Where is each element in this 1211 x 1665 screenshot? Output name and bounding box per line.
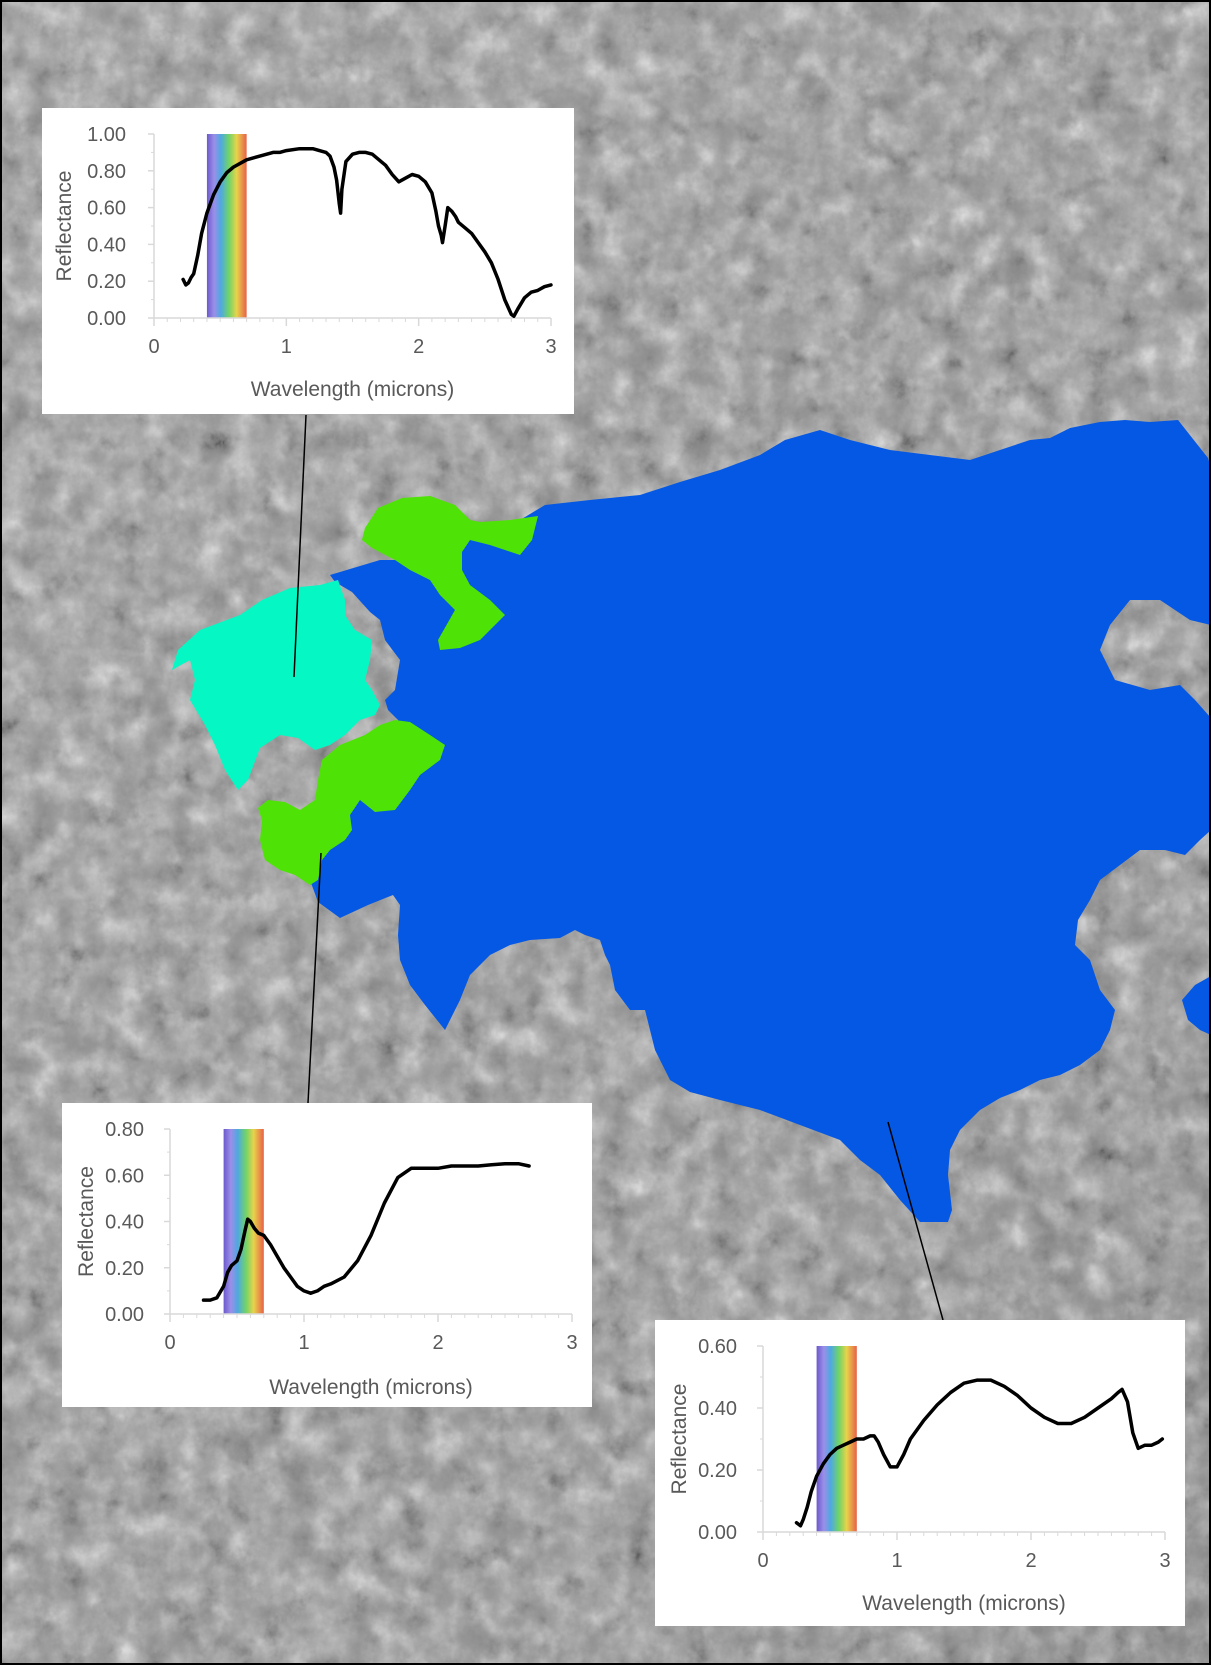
leader-line-middle: [307, 852, 322, 1104]
leader-line-top: [293, 414, 307, 678]
x-tick-label: 2: [1025, 1550, 1036, 1572]
y-tick-label: 0.60: [87, 198, 126, 220]
y-tick-label: 0.00: [698, 1522, 737, 1544]
leader-line-bottom: [887, 1121, 944, 1321]
y-tick-label: 0.80: [87, 161, 126, 183]
x-tick-label: 1: [891, 1550, 902, 1572]
x-tick-label: 0: [148, 336, 159, 358]
x-tick-label: 2: [413, 336, 424, 358]
y-tick-label: 1.00: [87, 124, 126, 146]
x-tick-label: 3: [566, 1332, 577, 1354]
x-tick-label: 0: [757, 1550, 768, 1572]
x-tick-label: 3: [545, 336, 556, 358]
x-axis-title: Wavelength (microns): [251, 378, 454, 401]
spectrum-chart: 0.00 0.20 0.40 0.60 0.80 0 1 2 3 Wavelength (micr…: [75, 1119, 578, 1399]
y-tick-label: 0.20: [105, 1258, 144, 1280]
y-axis-title: Reflectance: [53, 171, 76, 282]
y-tick-label: 0.20: [87, 271, 126, 293]
x-axis-title: Wavelength (microns): [269, 1376, 472, 1399]
x-tick-label: 1: [281, 336, 292, 358]
x-tick-label: 2: [432, 1332, 443, 1354]
green-region-lower: [258, 720, 445, 885]
spectrum-chart: 0.00 0.20 0.40 0.60 0.80 1.00 0 1 2 3 Wavelength (…: [53, 124, 557, 401]
x-tick-label: 3: [1159, 1550, 1170, 1572]
y-axis-title: Reflectance: [668, 1384, 691, 1495]
green-region-upper: [362, 496, 538, 650]
spectrum-inset-top: 0.00 0.20 0.40 0.60 0.80 1.00 0 1 2 3 Wavelength (…: [42, 108, 574, 414]
spectrum-inset-middle: 0.00 0.20 0.40 0.60 0.80 0 1 2 3 Wavelength (micr…: [62, 1103, 592, 1407]
y-axis-title: Reflectance: [75, 1166, 98, 1277]
y-tick-label: 0.40: [698, 1398, 737, 1420]
y-tick-label: 0.40: [87, 234, 126, 256]
spectrum-inset-bottom: 0.00 0.20 0.40 0.60 0 1 2 3 Wavelength (microns)…: [655, 1320, 1185, 1626]
water-region-east: [1182, 976, 1211, 1035]
reflectance-curve: [181, 146, 553, 318]
reflectance-curve: [794, 1378, 1165, 1528]
x-tick-label: 1: [298, 1332, 309, 1354]
y-tick-label: 0.00: [87, 308, 126, 330]
y-tick-label: 0.60: [105, 1165, 144, 1187]
visible-spectrum-band: [816, 1346, 857, 1532]
y-tick-label: 0.60: [698, 1336, 737, 1358]
y-tick-label: 0.80: [105, 1119, 144, 1141]
reflectance-curve: [201, 1161, 531, 1302]
cyan-region: [172, 580, 380, 790]
visible-spectrum-band: [223, 1129, 264, 1314]
spectrum-chart: 0.00 0.20 0.40 0.60 0 1 2 3 Wavelength (microns)…: [668, 1336, 1171, 1615]
x-axis-title: Wavelength (microns): [862, 1592, 1065, 1615]
x-tick-label: 0: [164, 1332, 175, 1354]
water-region: [310, 420, 1211, 1222]
y-tick-label: 0.00: [105, 1304, 144, 1326]
y-tick-label: 0.20: [698, 1460, 737, 1482]
y-tick-label: 0.40: [105, 1212, 144, 1234]
